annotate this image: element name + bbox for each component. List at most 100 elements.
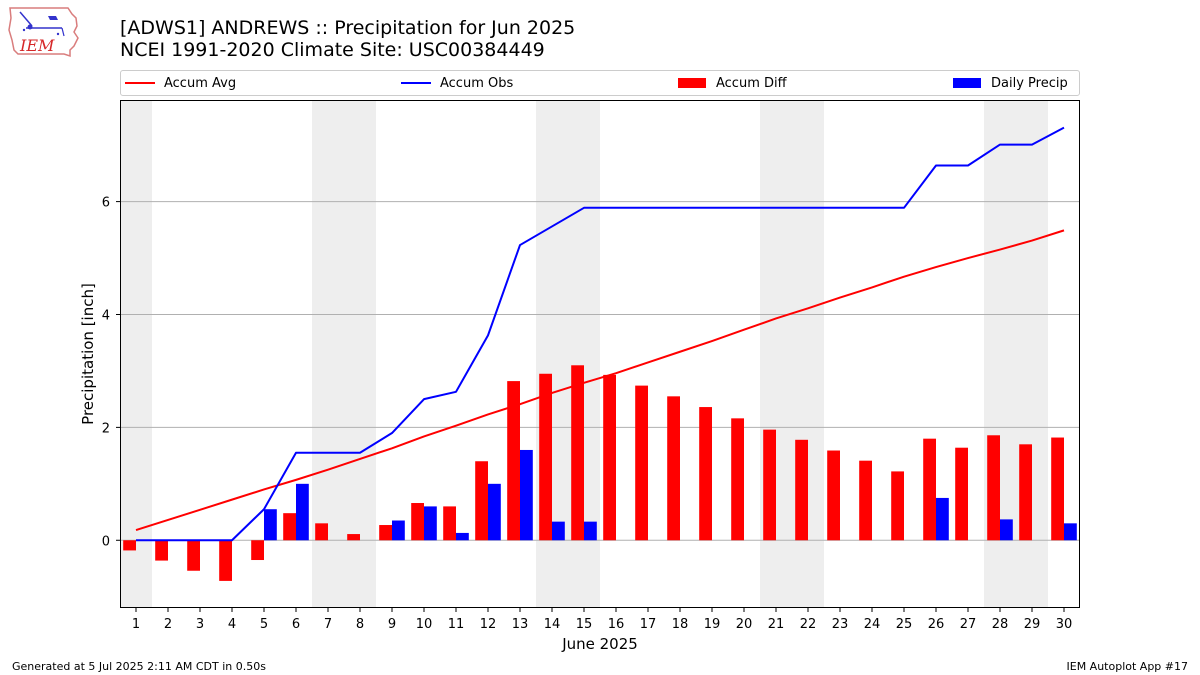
legend-item-accum-diff: Accum Diff <box>678 74 787 92</box>
legend-swatch-accum-diff <box>678 78 706 88</box>
bar-daily-precip-day-5 <box>264 509 277 541</box>
x-tick-label-16: 16 <box>608 617 625 632</box>
x-tick-label-17: 17 <box>640 617 657 632</box>
legend-label-accum-avg: Accum Avg <box>164 75 237 91</box>
line-accum-obs <box>136 126 1065 542</box>
bar-accum-diff-day-4 <box>219 540 232 581</box>
legend-label-accum-obs: Accum Obs <box>440 75 514 91</box>
bar-daily-precip-day-13 <box>520 449 533 541</box>
x-axis-label: June 2025 <box>561 635 638 653</box>
weekend-shade-day-1 <box>120 100 152 608</box>
bar-daily-precip-day-10 <box>424 506 437 541</box>
bar-daily-precip-day-28 <box>1000 519 1013 541</box>
bar-daily-precip-day-14 <box>552 521 565 541</box>
weekend-shade-day-8 <box>344 100 376 608</box>
y-tick-label-2: 2 <box>102 421 110 436</box>
bar-accum-diff-day-21 <box>763 429 776 541</box>
y-axis-label: Precipitation [inch] <box>79 283 97 425</box>
x-tick-label-14: 14 <box>544 617 561 632</box>
footer-generated: Generated at 5 Jul 2025 2:11 AM CDT in 0… <box>12 660 266 673</box>
bar-daily-precip-day-12 <box>488 483 501 541</box>
bar-accum-diff-day-5 <box>251 540 264 561</box>
bar-daily-precip-day-9 <box>392 520 405 541</box>
bar-accum-diff-day-28 <box>987 435 1000 541</box>
plot-frame <box>120 100 1080 608</box>
bar-daily-precip-day-15 <box>584 521 597 541</box>
legend-item-accum-avg: Accum Avg <box>125 74 236 92</box>
bar-accum-diff-day-2 <box>155 540 168 561</box>
bar-accum-diff-day-12 <box>475 461 488 541</box>
bar-daily-precip-day-30 <box>1064 523 1077 541</box>
x-tick-label-13: 13 <box>512 617 529 632</box>
bar-accum-diff-day-16 <box>603 374 616 541</box>
x-tick-label-4: 4 <box>228 617 236 632</box>
bar-accum-diff-day-26 <box>923 438 936 541</box>
bar-accum-diff-day-22 <box>795 439 808 541</box>
chart-legend: Accum Avg Accum Obs Accum Diff Daily Pre… <box>120 70 1080 96</box>
iem-iowa-logo-icon: IEM <box>8 7 79 58</box>
x-tick-label-28: 28 <box>992 617 1009 632</box>
x-tick-label-11: 11 <box>448 617 465 632</box>
bar-accum-diff-day-29 <box>1019 444 1032 541</box>
x-tick-label-21: 21 <box>768 617 785 632</box>
legend-swatch-accum-avg <box>125 82 155 84</box>
y-tick-label-6: 6 <box>102 196 110 211</box>
legend-swatch-daily-precip <box>953 78 981 88</box>
bar-accum-diff-day-19 <box>699 407 712 541</box>
weekend-shading <box>120 100 1048 608</box>
bar-accum-diff-day-3 <box>187 540 200 571</box>
x-tick-label-2: 2 <box>164 617 172 632</box>
x-tick-label-25: 25 <box>896 617 913 632</box>
y-tick-label-0: 0 <box>102 534 110 549</box>
x-tick-label-26: 26 <box>928 617 945 632</box>
bar-accum-diff-day-23 <box>827 450 840 541</box>
x-tick-label-10: 10 <box>416 617 433 632</box>
bar-accum-diff-day-30 <box>1051 437 1064 541</box>
x-tick-label-5: 5 <box>260 617 268 632</box>
x-tick-label-18: 18 <box>672 617 689 632</box>
bar-accum-diff-day-14 <box>539 373 552 541</box>
bar-accum-diff-day-20 <box>731 418 744 541</box>
x-tick-label-23: 23 <box>832 617 849 632</box>
bar-daily-precip-day-11 <box>456 532 469 541</box>
bar-accum-diff-day-27 <box>955 447 968 541</box>
bar-accum-diff-day-6 <box>283 513 296 541</box>
legend-label-daily-precip: Daily Precip <box>991 75 1068 91</box>
x-tick-label-24: 24 <box>864 617 881 632</box>
chart-title: [ADWS1] ANDREWS :: Precipitation for Jun… <box>120 17 576 39</box>
x-tick-label-8: 8 <box>356 617 364 632</box>
x-tick-label-3: 3 <box>196 617 204 632</box>
legend-label-accum-diff: Accum Diff <box>716 75 787 91</box>
bar-accum-diff-day-7 <box>315 523 328 541</box>
y-gridlines <box>120 201 1080 541</box>
x-tick-label-19: 19 <box>704 617 721 632</box>
legend-swatch-accum-obs <box>401 82 431 84</box>
x-tick-label-9: 9 <box>388 617 396 632</box>
bar-accum-diff-day-18 <box>667 396 680 541</box>
bar-accum-diff-day-15 <box>571 365 584 541</box>
y-tick-label-4: 4 <box>102 308 110 323</box>
bar-daily-precip-day-26 <box>936 497 949 541</box>
bar-accum-diff-day-8 <box>347 534 360 541</box>
line-accum-avg <box>135 229 1065 532</box>
bar-accum-diff-day-10 <box>411 503 424 541</box>
x-tick-label-7: 7 <box>324 617 332 632</box>
x-tick-label-27: 27 <box>960 617 977 632</box>
x-tick-label-12: 12 <box>480 617 497 632</box>
x-tick-label-15: 15 <box>576 617 593 632</box>
x-tick-label-1: 1 <box>132 617 140 632</box>
bar-daily-precip-day-6 <box>296 483 309 541</box>
bar-accum-diff-day-11 <box>443 506 456 541</box>
bar-accum-diff-day-24 <box>859 460 872 541</box>
bar-accum-diff-day-13 <box>507 381 520 541</box>
bar-accum-diff-day-25 <box>891 471 904 541</box>
x-tick-label-29: 29 <box>1024 617 1041 632</box>
line-series <box>135 126 1065 542</box>
x-tick-label-30: 30 <box>1056 617 1073 632</box>
legend-item-daily-precip: Daily Precip <box>953 74 1068 92</box>
bar-series <box>123 365 1077 581</box>
x-tick-label-22: 22 <box>800 617 817 632</box>
legend-item-accum-obs: Accum Obs <box>401 74 513 92</box>
bar-accum-diff-day-1 <box>123 540 136 551</box>
